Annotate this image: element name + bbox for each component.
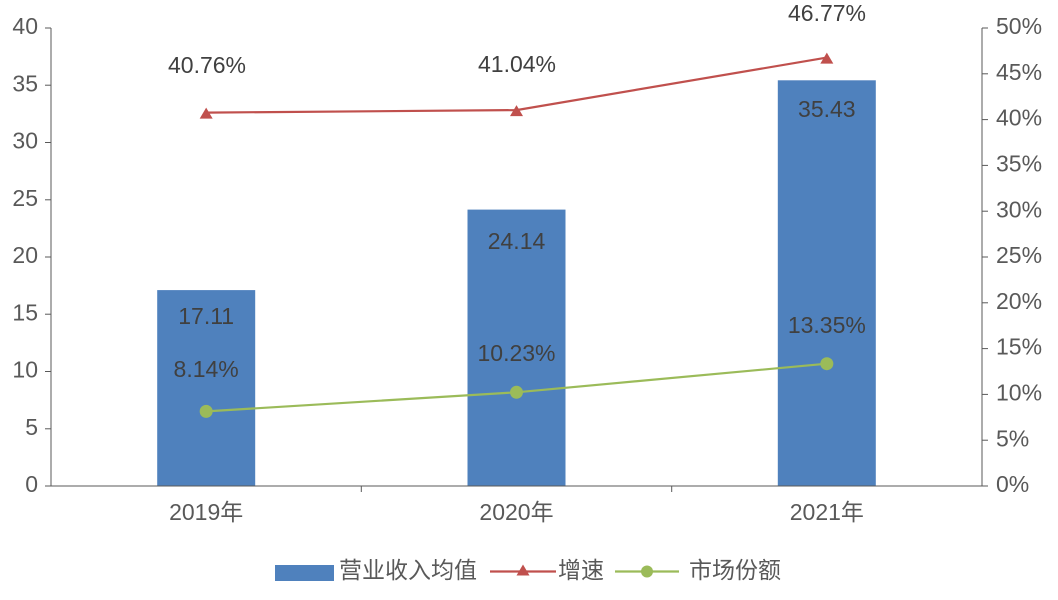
svg-text:24.14: 24.14	[488, 228, 546, 254]
svg-text:2021年: 2021年	[790, 499, 864, 525]
svg-text:25: 25	[12, 185, 38, 211]
svg-text:营业收入均值: 营业收入均值	[339, 557, 477, 583]
svg-text:50%: 50%	[996, 13, 1042, 39]
svg-text:45%: 45%	[996, 59, 1042, 85]
svg-text:0%: 0%	[996, 471, 1029, 497]
svg-text:35.43: 35.43	[798, 96, 856, 122]
svg-text:2020年: 2020年	[479, 499, 553, 525]
svg-text:30: 30	[12, 128, 38, 154]
svg-text:35: 35	[12, 70, 38, 96]
svg-text:增速: 增速	[558, 557, 604, 583]
svg-text:15%: 15%	[996, 334, 1042, 360]
svg-text:41.04%: 41.04%	[478, 51, 556, 77]
svg-text:0: 0	[25, 471, 38, 497]
svg-text:30%: 30%	[996, 196, 1042, 222]
svg-text:17.11: 17.11	[178, 303, 234, 329]
svg-text:25%: 25%	[996, 242, 1042, 268]
svg-text:10.23%: 10.23%	[477, 340, 555, 366]
svg-text:20%: 20%	[996, 288, 1042, 314]
svg-text:市场份额: 市场份额	[689, 557, 781, 583]
svg-text:46.77%: 46.77%	[788, 0, 866, 26]
svg-text:40%: 40%	[996, 105, 1042, 131]
svg-text:5: 5	[25, 414, 38, 440]
svg-text:40.76%: 40.76%	[168, 52, 246, 78]
svg-text:35%: 35%	[996, 150, 1042, 176]
svg-text:40: 40	[12, 13, 38, 39]
svg-text:15: 15	[12, 299, 38, 325]
svg-text:2019年: 2019年	[169, 499, 243, 525]
svg-text:20: 20	[12, 242, 38, 268]
svg-text:13.35%: 13.35%	[788, 312, 866, 338]
svg-text:8.14%: 8.14%	[174, 356, 239, 382]
svg-text:10%: 10%	[996, 379, 1042, 405]
svg-text:5%: 5%	[996, 425, 1029, 451]
svg-text:10: 10	[12, 357, 38, 383]
